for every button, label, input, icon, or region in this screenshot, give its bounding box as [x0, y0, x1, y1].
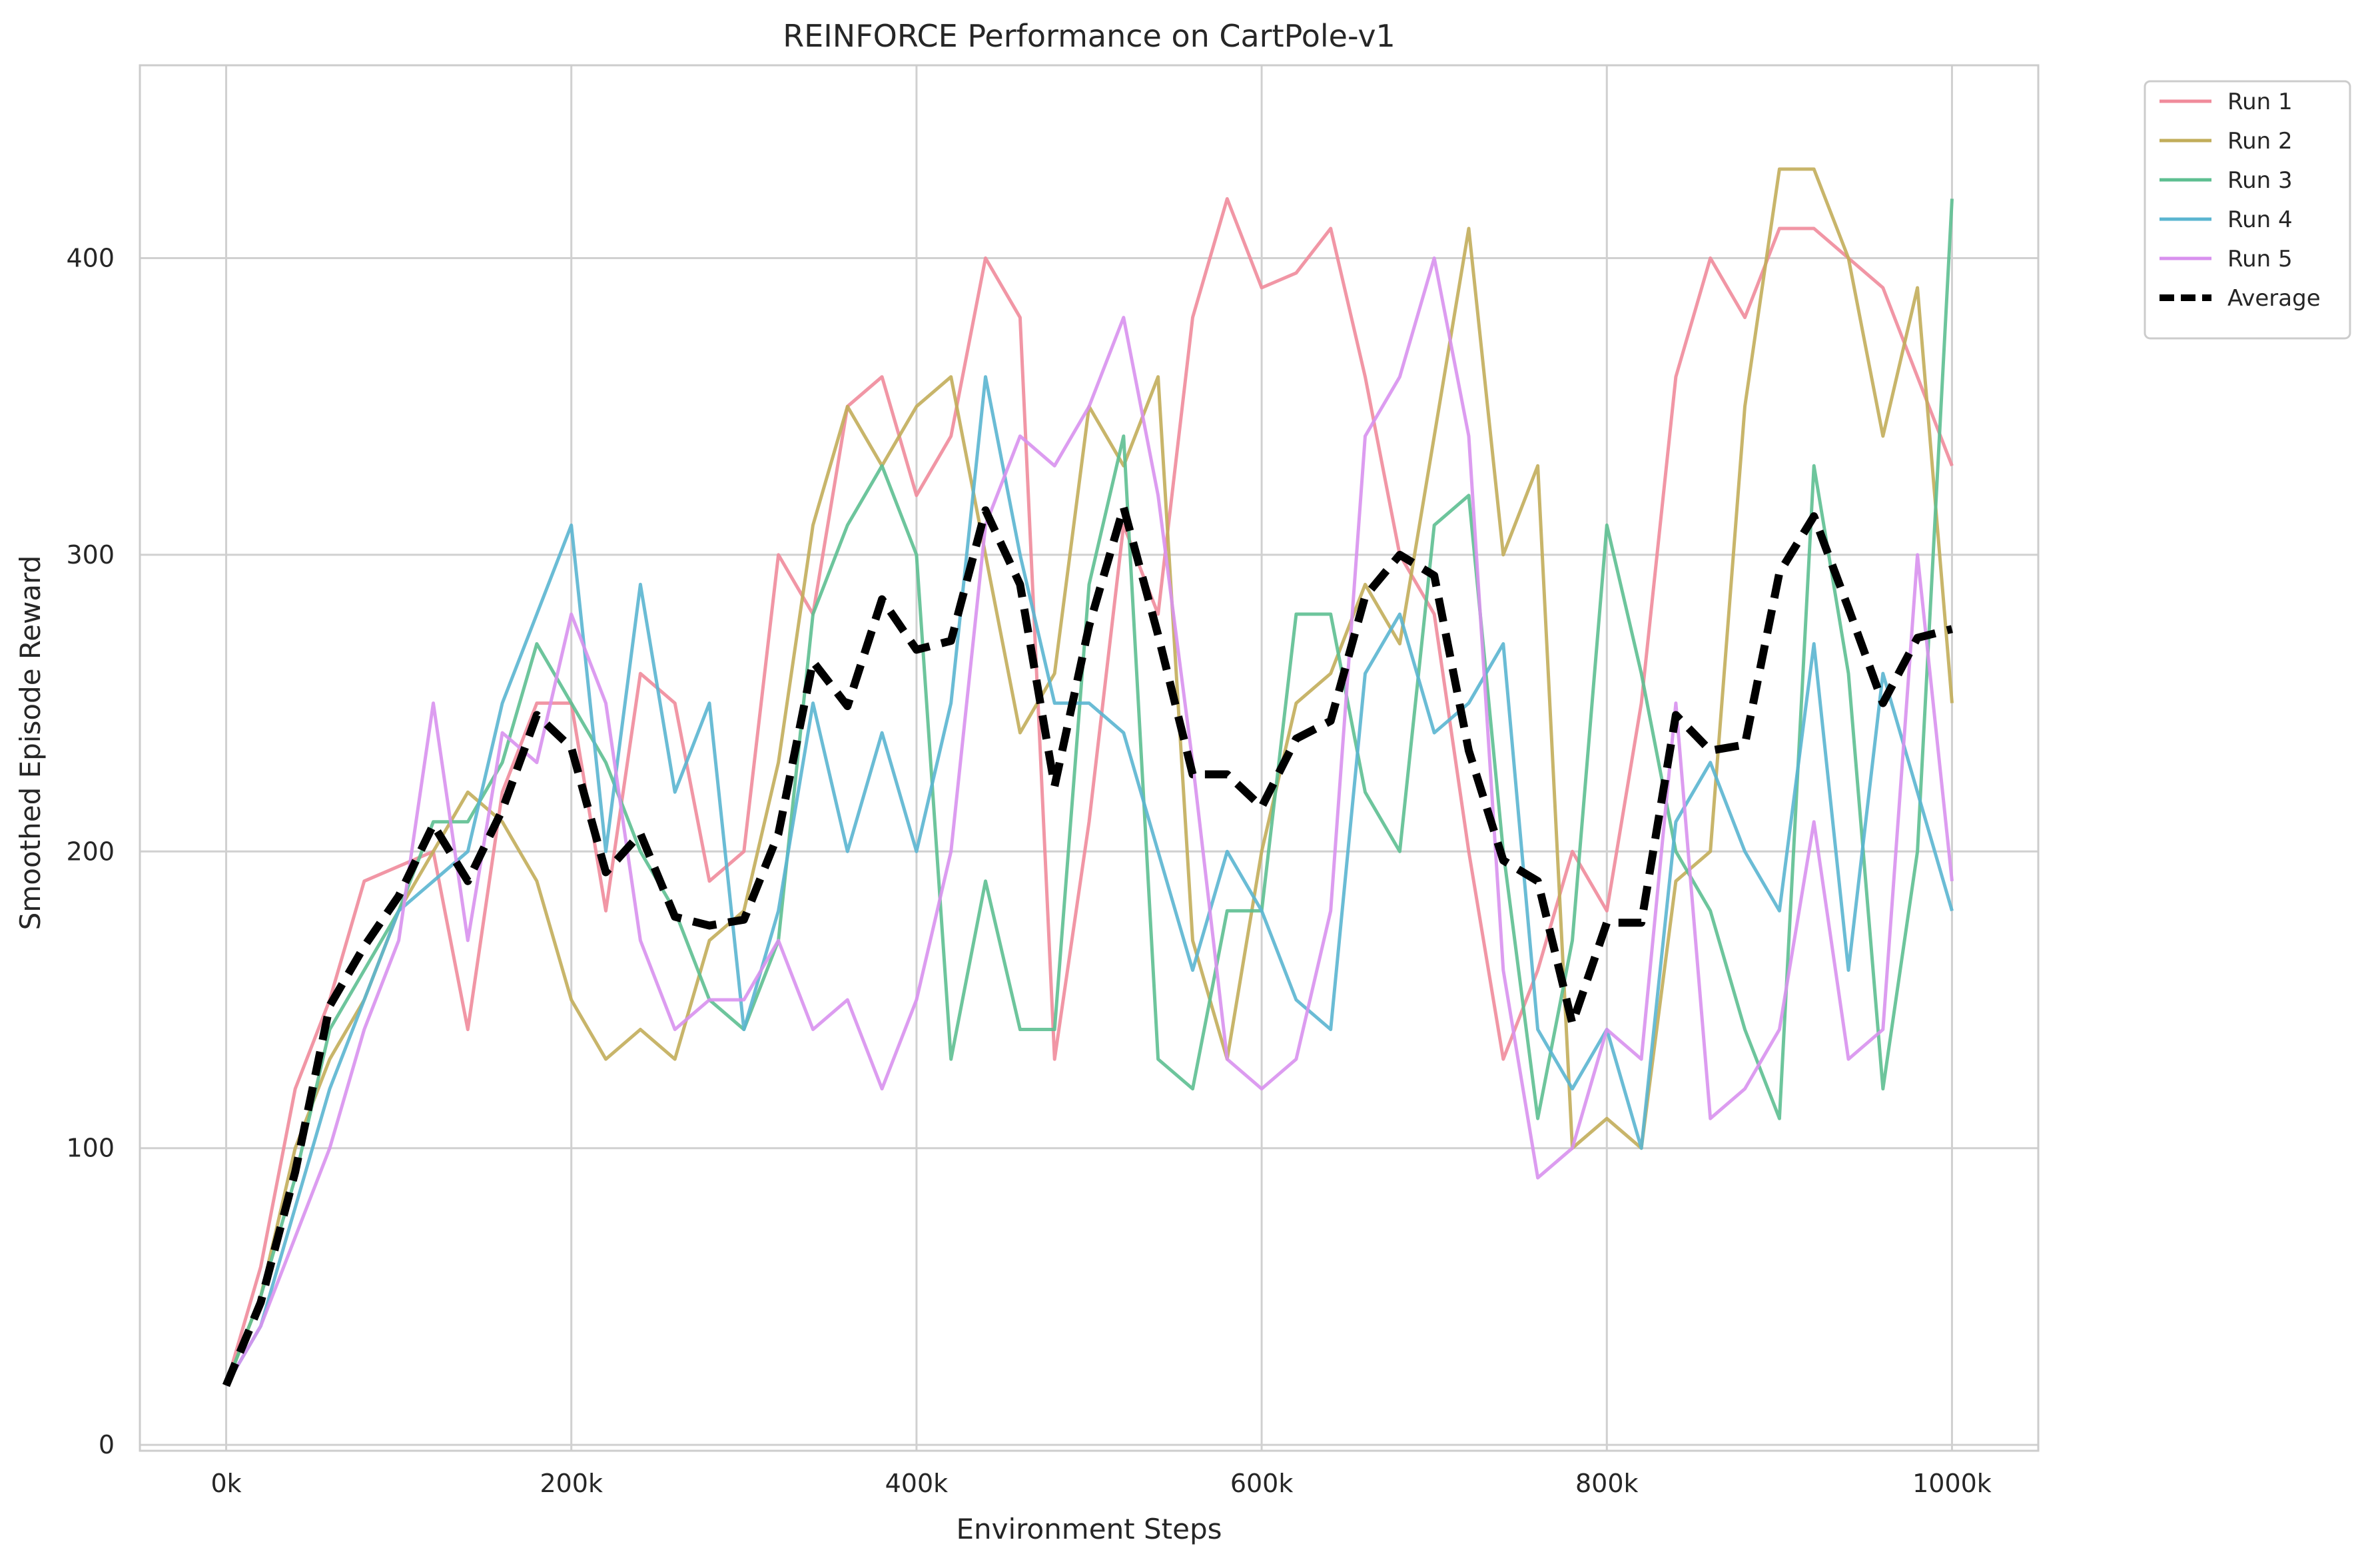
x-tick-label: 0k: [210, 1469, 241, 1498]
x-axis-label: Environment Steps: [956, 1513, 1222, 1545]
y-axis-label: Smoothed Episode Reward: [14, 556, 47, 931]
y-tick-label: 400: [66, 244, 115, 273]
legend-label: Run 3: [2227, 167, 2293, 194]
chart-title: REINFORCE Performance on CartPole-v1: [783, 18, 1395, 54]
legend-label: Run 4: [2227, 206, 2293, 233]
y-tick-label: 0: [99, 1430, 115, 1459]
y-tick-label: 100: [66, 1134, 115, 1163]
plot-frame: [139, 64, 2040, 1452]
legend-label: Run 1: [2227, 89, 2293, 115]
x-tick-label: 800k: [1575, 1469, 1639, 1498]
legend-label: Average: [2227, 285, 2321, 312]
x-tick-label: 600k: [1230, 1469, 1294, 1498]
x-tick-label: 200k: [540, 1469, 603, 1498]
legend-box: [2144, 80, 2351, 340]
y-ticks: 0 100 200 300 400: [66, 244, 115, 1460]
legend-label: Run 5: [2227, 246, 2293, 272]
x-ticks: 0k 200k 400k 600k 800k 1000k: [210, 1469, 1991, 1498]
series-line-run-1: [224, 196, 1954, 1386]
y-tick-label: 300: [66, 540, 115, 570]
legend: Run 1 Run 2 Run 3 Run 4 Run 5 Average: [2144, 80, 2351, 340]
series-line-run-5: [224, 256, 1954, 1387]
legend-label: Run 2: [2227, 128, 2293, 155]
x-tick-label: 1000k: [1912, 1469, 1992, 1498]
series-line-average: [222, 503, 1953, 1387]
x-tick-label: 400k: [885, 1469, 949, 1498]
series-layer: [222, 167, 1954, 1387]
series-line-run-4: [224, 375, 1954, 1387]
y-tick-label: 200: [66, 837, 115, 866]
